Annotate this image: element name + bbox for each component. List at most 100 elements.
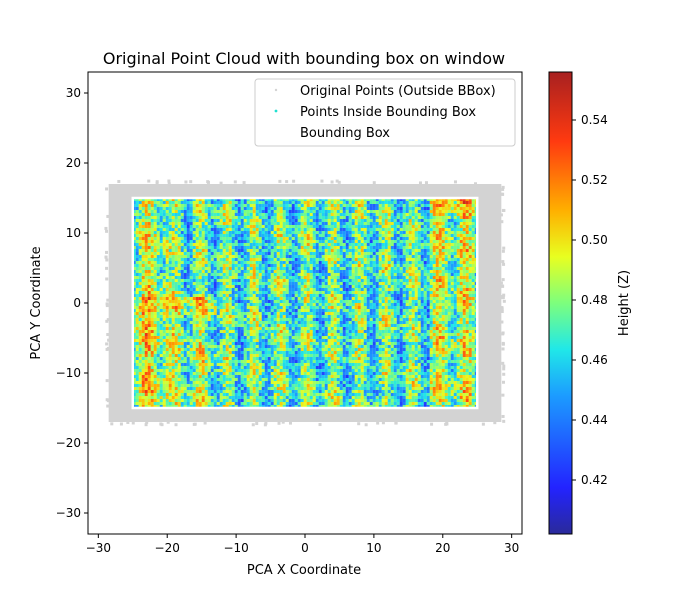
inside-point	[402, 306, 406, 309]
inside-point	[330, 222, 334, 225]
inside-point	[246, 276, 250, 279]
inside-point	[159, 252, 163, 255]
inside-point	[255, 282, 259, 285]
inside-point	[285, 291, 289, 294]
inside-point	[390, 285, 394, 288]
inside-point	[180, 312, 184, 315]
inside-point	[399, 216, 403, 219]
inside-point	[189, 207, 193, 210]
inside-point	[423, 216, 427, 219]
inside-point	[243, 303, 247, 306]
inside-point	[141, 318, 145, 321]
inside-point	[468, 249, 472, 252]
inside-point	[279, 198, 283, 201]
inside-point	[309, 312, 313, 315]
inside-point	[441, 288, 445, 291]
inside-point	[360, 240, 364, 243]
inside-point	[174, 234, 178, 237]
inside-point	[267, 321, 271, 324]
inside-point	[333, 204, 337, 207]
inside-point	[258, 321, 262, 324]
inside-point	[150, 222, 154, 225]
outside-point	[501, 380, 505, 384]
inside-point	[291, 228, 295, 231]
inside-point	[315, 315, 319, 318]
inside-point	[168, 225, 172, 228]
inside-point	[357, 228, 361, 231]
inside-point	[216, 228, 220, 231]
inside-point	[318, 273, 322, 276]
inside-point	[174, 219, 178, 222]
inside-point	[141, 282, 145, 285]
inside-point	[447, 303, 451, 306]
inside-point	[363, 282, 367, 285]
inside-point	[261, 300, 265, 303]
inside-point	[438, 285, 442, 288]
inside-point	[444, 237, 448, 240]
inside-point	[282, 210, 286, 213]
inside-point	[183, 240, 187, 243]
inside-point	[186, 198, 190, 201]
inside-point	[207, 270, 211, 273]
inside-point	[132, 228, 136, 231]
inside-point	[195, 279, 199, 282]
inside-point	[141, 312, 145, 315]
inside-point	[252, 255, 256, 258]
inside-point	[366, 276, 370, 279]
inside-point	[249, 201, 253, 204]
inside-point	[246, 210, 250, 213]
inside-point	[462, 210, 466, 213]
inside-point	[315, 228, 319, 231]
inside-point	[462, 243, 466, 246]
inside-point	[291, 231, 295, 234]
inside-point	[132, 300, 136, 303]
inside-point	[147, 216, 151, 219]
inside-point	[432, 267, 436, 270]
inside-point	[225, 315, 229, 318]
inside-point	[381, 240, 385, 243]
inside-point	[312, 312, 316, 315]
inside-point	[264, 228, 268, 231]
inside-point	[231, 237, 235, 240]
inside-point	[351, 213, 355, 216]
inside-point	[264, 213, 268, 216]
inside-point	[333, 228, 337, 231]
inside-point	[222, 204, 226, 207]
inside-point	[216, 219, 220, 222]
inside-point	[327, 291, 331, 294]
inside-point	[369, 198, 373, 201]
inside-point	[357, 246, 361, 249]
outside-point	[233, 180, 237, 184]
inside-point	[351, 255, 355, 258]
inside-point	[186, 273, 190, 276]
inside-point	[195, 267, 199, 270]
inside-point	[333, 312, 337, 315]
inside-point	[231, 279, 235, 282]
inside-point	[321, 216, 325, 219]
inside-point	[465, 249, 469, 252]
inside-point	[441, 318, 445, 321]
inside-point	[138, 273, 142, 276]
inside-point	[309, 300, 313, 303]
inside-point	[357, 231, 361, 234]
inside-point	[444, 309, 448, 312]
inside-point	[258, 312, 262, 315]
inside-point	[465, 270, 469, 273]
inside-point	[213, 321, 217, 324]
inside-point	[150, 303, 154, 306]
inside-point	[243, 324, 247, 327]
inside-point	[234, 210, 238, 213]
inside-point	[132, 288, 136, 291]
inside-point	[183, 213, 187, 216]
inside-point	[249, 237, 253, 240]
inside-point	[246, 294, 250, 297]
inside-point	[300, 216, 304, 219]
inside-point	[279, 267, 283, 270]
inside-point	[387, 249, 391, 252]
inside-point	[393, 306, 397, 309]
inside-point	[207, 324, 211, 327]
inside-point	[423, 312, 427, 315]
inside-point	[297, 207, 301, 210]
inside-point	[189, 279, 193, 282]
inside-point	[303, 240, 307, 243]
